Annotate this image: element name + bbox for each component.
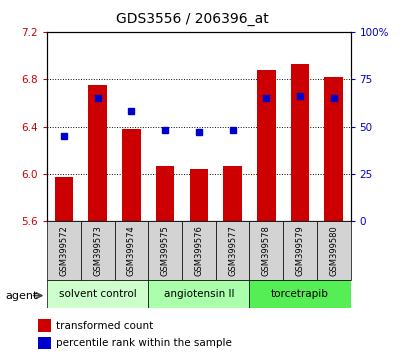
Bar [47,280,148,308]
Bar [182,221,215,280]
Bar [223,166,241,221]
Text: torcetrapib: torcetrapib [270,289,328,299]
Text: GSM399576: GSM399576 [194,225,203,276]
Text: GSM399575: GSM399575 [160,225,169,276]
Text: GSM399578: GSM399578 [261,225,270,276]
Bar [114,221,148,280]
Bar [316,221,350,280]
Bar [148,280,249,308]
Text: angiotensin II: angiotensin II [163,289,234,299]
Bar [256,70,275,221]
Text: GSM399573: GSM399573 [93,225,102,276]
Bar [324,77,342,221]
Bar [249,221,283,280]
Text: GSM399572: GSM399572 [59,225,68,276]
Text: solvent control: solvent control [59,289,136,299]
Bar [148,221,182,280]
Bar [189,169,208,221]
Bar [122,129,140,221]
Bar [81,221,114,280]
Text: GDS3556 / 206396_at: GDS3556 / 206396_at [116,12,268,27]
Bar [155,166,174,221]
Bar [88,85,107,221]
Text: GSM399577: GSM399577 [227,225,236,276]
Bar [290,64,308,221]
Text: GSM399580: GSM399580 [328,225,337,276]
Bar [38,319,51,332]
Text: transformed count: transformed count [56,320,153,331]
Text: agent: agent [5,291,38,301]
Bar [38,337,51,349]
Bar [249,280,350,308]
Bar [55,177,73,221]
Text: GSM399579: GSM399579 [295,225,304,276]
Bar [283,221,316,280]
Bar [47,221,81,280]
Bar [215,221,249,280]
Text: percentile rank within the sample: percentile rank within the sample [56,338,231,348]
Text: GSM399574: GSM399574 [127,225,136,276]
